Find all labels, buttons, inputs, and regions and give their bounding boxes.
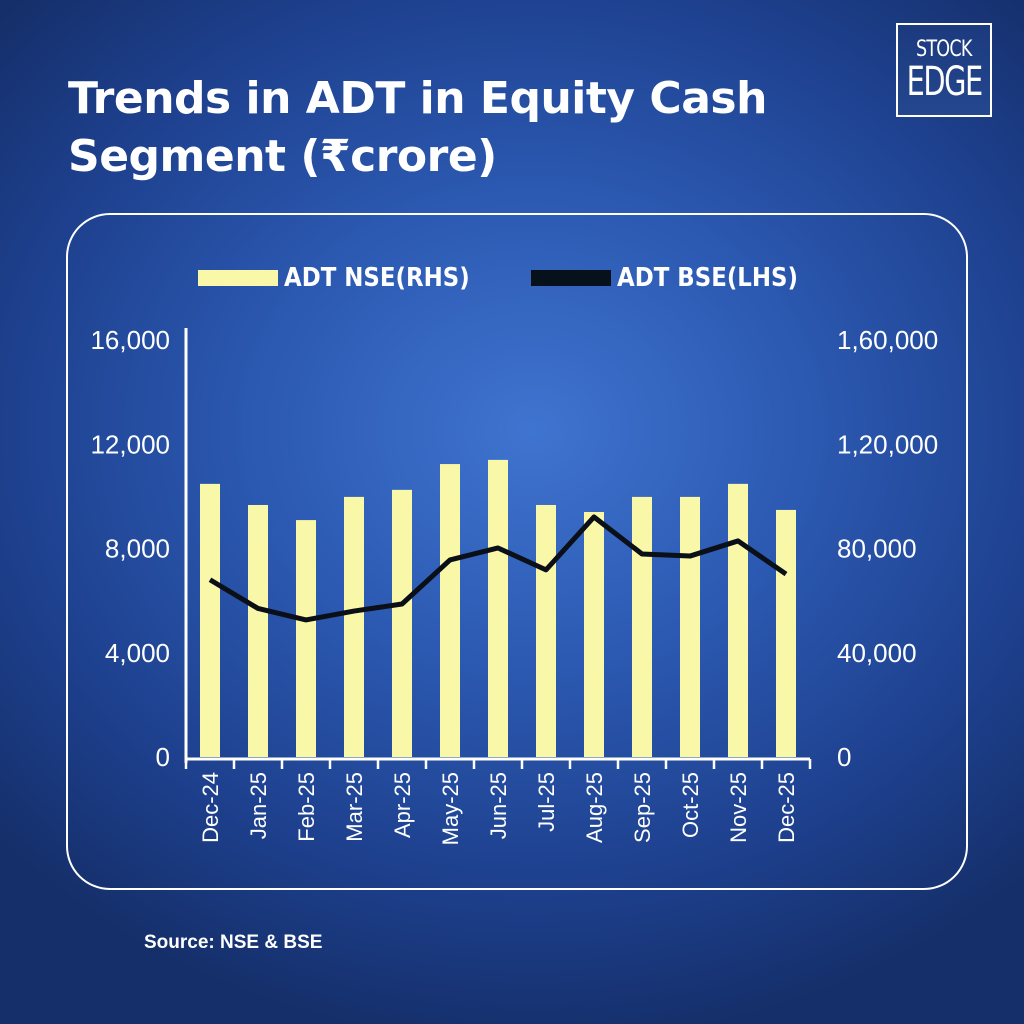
x-axis-label: Jul-25: [534, 772, 559, 832]
y-right-tick-label: 1,60,000: [837, 325, 938, 355]
legend-swatch-bar-icon: [198, 270, 278, 286]
chart-title: Trends in ADT in Equity Cash Segment (₹c…: [68, 73, 767, 182]
x-axis-label: Jan-25: [246, 772, 271, 839]
bar-nse: [344, 496, 364, 757]
legend-label-nse: ADT NSE(RHS): [284, 263, 470, 293]
bar-nse: [728, 483, 748, 757]
x-axis-label: Apr-25: [390, 772, 415, 838]
chart-axes: [184, 328, 812, 769]
y-left-tick-label: 12,000: [90, 429, 170, 459]
x-axis-label: Feb-25: [294, 772, 319, 842]
logo-line1: STOCK: [916, 37, 972, 62]
x-axis-labels: Dec-24 Jan-25 Feb-25 Mar-25 Apr-25 May-25 Jun-…: [198, 772, 799, 845]
legend-label-bse: ADT BSE(LHS): [617, 263, 798, 293]
x-axis-label: Mar-25: [342, 772, 367, 842]
chart-panel: [66, 213, 968, 890]
bar-nse: [776, 509, 796, 757]
source-note: Source: NSE & BSE: [144, 932, 323, 953]
bar-nse: [536, 504, 556, 757]
y-right-tick-label: 80,000: [837, 534, 917, 564]
x-axis-label: Jun-25: [486, 772, 511, 839]
y-axis-left: 0 4,000 8,000 12,000 16,000: [90, 325, 170, 772]
x-axis-label: Oct-25: [678, 772, 703, 838]
bar-nse: [680, 496, 700, 757]
y-left-tick-label: 16,000: [90, 325, 170, 355]
x-axis-label: Dec-24: [198, 772, 223, 843]
bar-series-nse: [200, 459, 796, 757]
legend-item-nse: ADT NSE(RHS): [198, 263, 495, 293]
legend-swatch-line-icon: [531, 270, 612, 286]
bar-nse: [248, 504, 268, 757]
legend-item-bse: ADT BSE(LHS): [531, 263, 823, 293]
y-axis-right: 0 40,000 80,000 1,20,000 1,60,000: [837, 325, 938, 772]
x-axis-label: Aug-25: [582, 772, 607, 843]
y-left-tick-label: 0: [156, 742, 170, 772]
line-bse: [208, 514, 788, 623]
bar-nse: [440, 464, 460, 757]
y-left-tick-label: 8,000: [105, 534, 170, 564]
bar-nse: [632, 496, 652, 757]
y-left-tick-label: 4,000: [105, 638, 170, 668]
bar-nse: [200, 483, 220, 757]
y-right-tick-label: 0: [837, 742, 851, 772]
x-axis-label: Dec-25: [774, 772, 799, 843]
x-axis-label: Sep-25: [630, 772, 655, 843]
x-axis-label: May-25: [438, 772, 463, 845]
x-axis-label: Nov-25: [726, 772, 751, 843]
bar-nse: [488, 459, 508, 757]
logo-line2: EDGE: [906, 59, 983, 105]
y-right-tick-label: 1,20,000: [837, 429, 938, 459]
chart-legend: ADT NSE(RHS) ADT BSE(LHS): [198, 258, 859, 298]
y-right-tick-label: 40,000: [837, 638, 917, 668]
bar-nse: [296, 520, 316, 757]
bar-nse: [392, 489, 412, 757]
stockedge-logo: STOCK EDGE: [896, 23, 992, 117]
bar-nse: [584, 512, 604, 757]
line-series-bse: [208, 514, 788, 623]
